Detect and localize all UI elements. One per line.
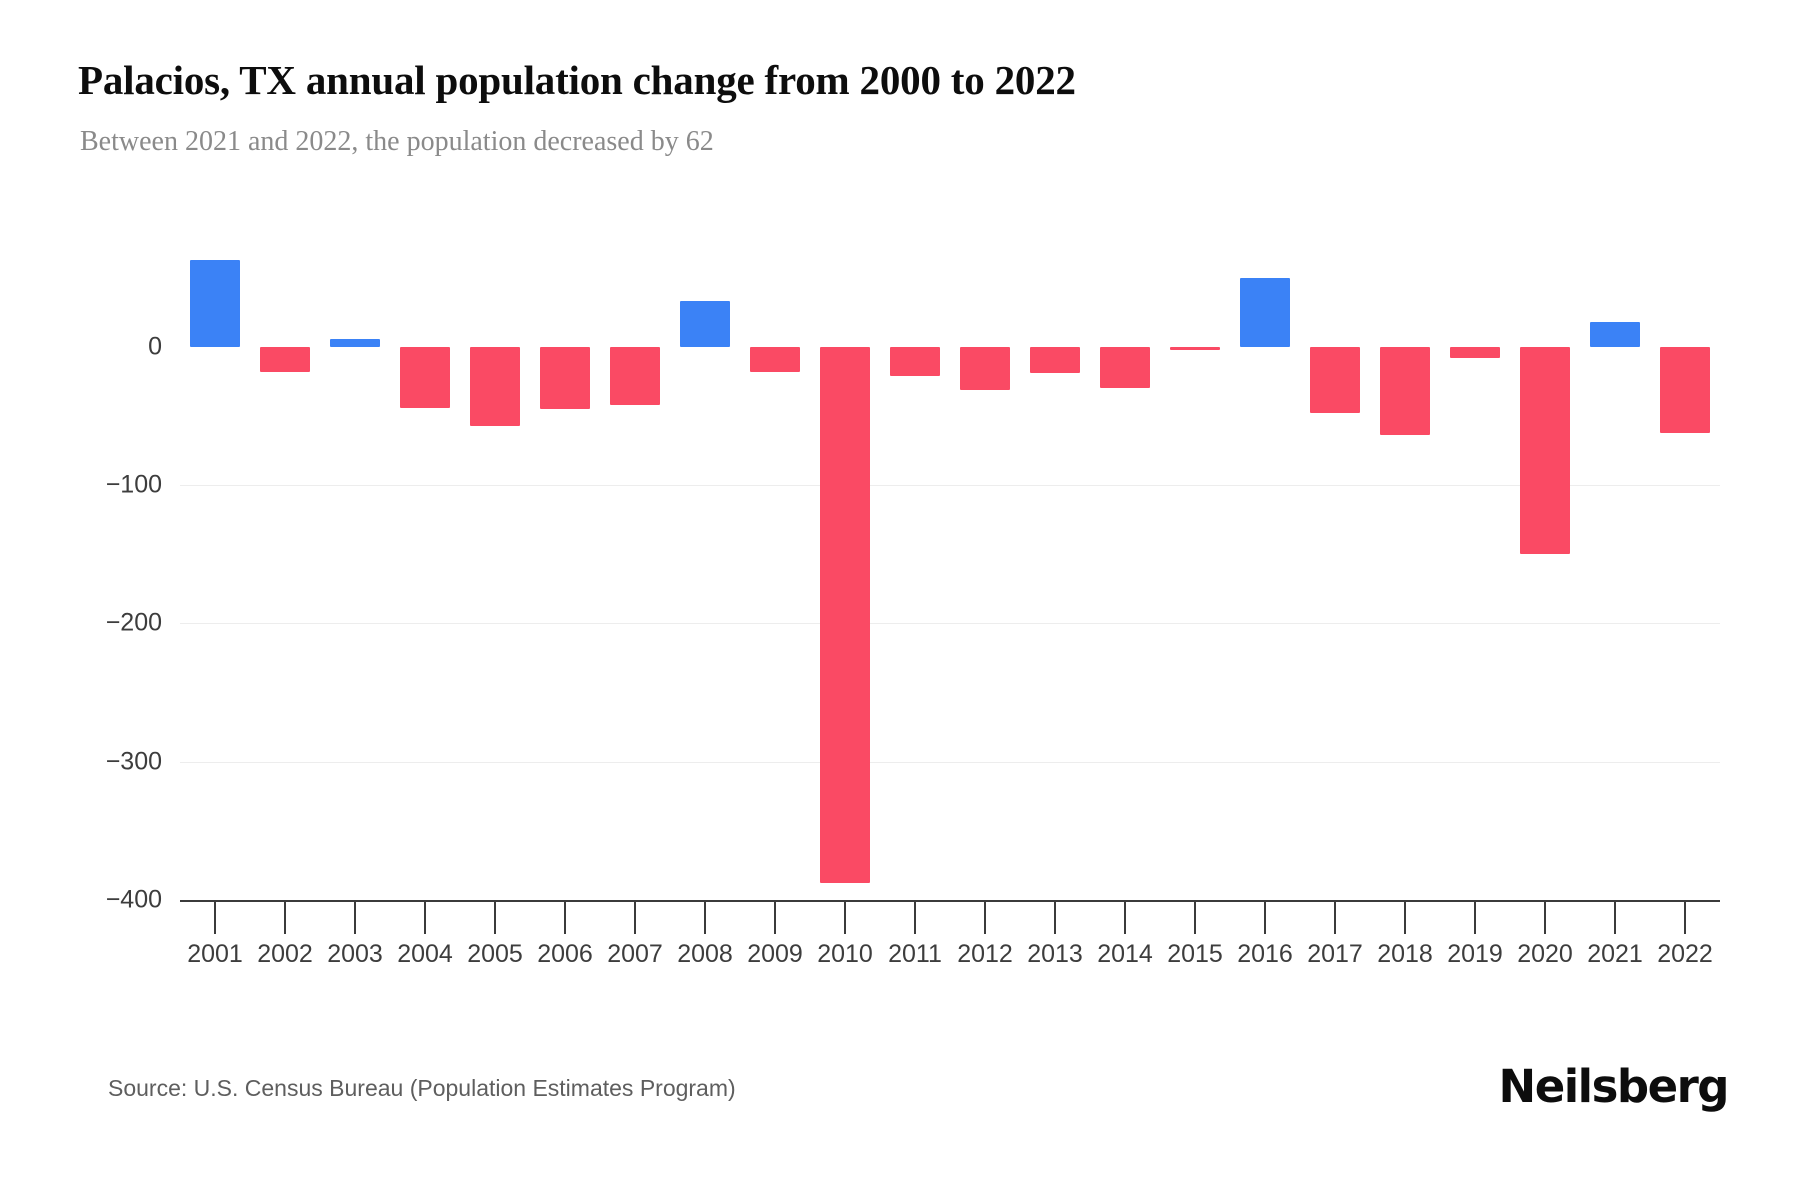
plot-area: 0 −100 −200 −300 −400 2001 2002 2003 2004 2005 20…	[106, 250, 1720, 968]
x-axis-tick	[1544, 900, 1546, 934]
x-axis-tick-label: 2018	[1377, 940, 1433, 968]
bar[interactable]	[1519, 346, 1571, 555]
bar[interactable]	[189, 259, 241, 347]
x-axis-tick	[214, 900, 216, 934]
x-axis-tick	[354, 900, 356, 934]
x-axis-tick-label: 2008	[677, 940, 733, 968]
bar[interactable]	[609, 346, 661, 405]
x-axis-tick	[1614, 900, 1616, 934]
x-axis-tick	[1264, 900, 1266, 934]
x-axis-tick	[774, 900, 776, 934]
bar-series	[180, 250, 1720, 900]
bar[interactable]	[889, 346, 941, 376]
bar[interactable]	[469, 346, 521, 426]
x-axis-tick	[564, 900, 566, 934]
x-axis-tick	[634, 900, 636, 934]
y-axis-tick-label: −200	[105, 608, 162, 637]
bar[interactable]	[1659, 346, 1711, 433]
bar[interactable]	[1589, 321, 1641, 347]
gridline	[180, 485, 1720, 487]
x-axis-tick-label: 2001	[187, 940, 243, 968]
x-axis-tick	[1684, 900, 1686, 934]
x-axis-tick-label: 2005	[467, 940, 523, 968]
x-axis-labels: 2001 2002 2003 2004 2005 2006 2007 2008 2009 2010…	[180, 940, 1720, 980]
bar[interactable]	[959, 346, 1011, 390]
x-axis-tick-label: 2004	[397, 940, 453, 968]
x-axis-tick-label: 2014	[1097, 940, 1153, 968]
x-axis-tick	[1054, 900, 1056, 934]
bar[interactable]	[1379, 346, 1431, 436]
y-axis-tick-label: 0	[148, 332, 162, 361]
x-axis-tick-label: 2022	[1657, 940, 1713, 968]
x-axis-tick	[844, 900, 846, 934]
bar[interactable]	[329, 338, 381, 347]
x-axis-tick-label: 2011	[888, 940, 942, 968]
x-axis-tick	[424, 900, 426, 934]
x-axis-tick-label: 2009	[747, 940, 803, 968]
x-axis-tick	[1474, 900, 1476, 934]
bar[interactable]	[679, 301, 731, 347]
x-axis-tick-label: 2017	[1307, 940, 1363, 968]
x-axis-tick-label: 2016	[1237, 940, 1293, 968]
y-axis-tick-label: −300	[105, 747, 162, 776]
x-axis-tick	[494, 900, 496, 934]
y-axis-tick-label: −400	[105, 885, 162, 914]
x-axis-tick	[1194, 900, 1196, 934]
x-axis-tick-label: 2013	[1027, 940, 1083, 968]
bar[interactable]	[819, 346, 871, 884]
bar[interactable]	[1169, 346, 1221, 350]
bar[interactable]	[1309, 346, 1361, 414]
x-axis-tick	[1334, 900, 1336, 934]
page-subtitle: Between 2021 and 2022, the population de…	[80, 126, 714, 157]
x-axis-tick-label: 2020	[1517, 940, 1573, 968]
bar[interactable]	[399, 346, 451, 408]
x-axis-tick-label: 2010	[817, 940, 873, 968]
bar[interactable]	[1029, 346, 1081, 374]
x-axis-line	[180, 900, 1720, 902]
bar[interactable]	[539, 346, 591, 410]
bar[interactable]	[1239, 277, 1291, 347]
x-axis-tick-label: 2021	[1587, 940, 1643, 968]
bar[interactable]	[1449, 346, 1501, 358]
x-axis-tick-label: 2006	[537, 940, 593, 968]
x-axis-tick-label: 2003	[327, 940, 383, 968]
brand-logo: Neilsberg	[1498, 1060, 1730, 1113]
x-axis-tick-label: 2019	[1447, 940, 1503, 968]
x-axis-tick-label: 2007	[607, 940, 663, 968]
x-axis-tick	[704, 900, 706, 934]
x-axis-tick	[914, 900, 916, 934]
bar[interactable]	[259, 346, 311, 372]
x-axis-tick	[1124, 900, 1126, 934]
x-axis-tick	[284, 900, 286, 934]
source-note: Source: U.S. Census Bureau (Population E…	[108, 1075, 736, 1101]
gridline	[180, 761, 1720, 763]
x-axis-tick	[984, 900, 986, 934]
x-axis-tick	[1404, 900, 1406, 934]
x-axis-tick-label: 2002	[257, 940, 313, 968]
page-title: Palacios, TX annual population change fr…	[78, 57, 1076, 103]
x-axis-tick-label: 2015	[1167, 940, 1223, 968]
gridline	[180, 623, 1720, 625]
x-axis-tick-label: 2012	[957, 940, 1013, 968]
bar[interactable]	[1099, 346, 1151, 389]
bar[interactable]	[749, 346, 801, 372]
y-axis-tick-label: −100	[105, 470, 162, 499]
x-axis-ticks	[180, 900, 1720, 934]
